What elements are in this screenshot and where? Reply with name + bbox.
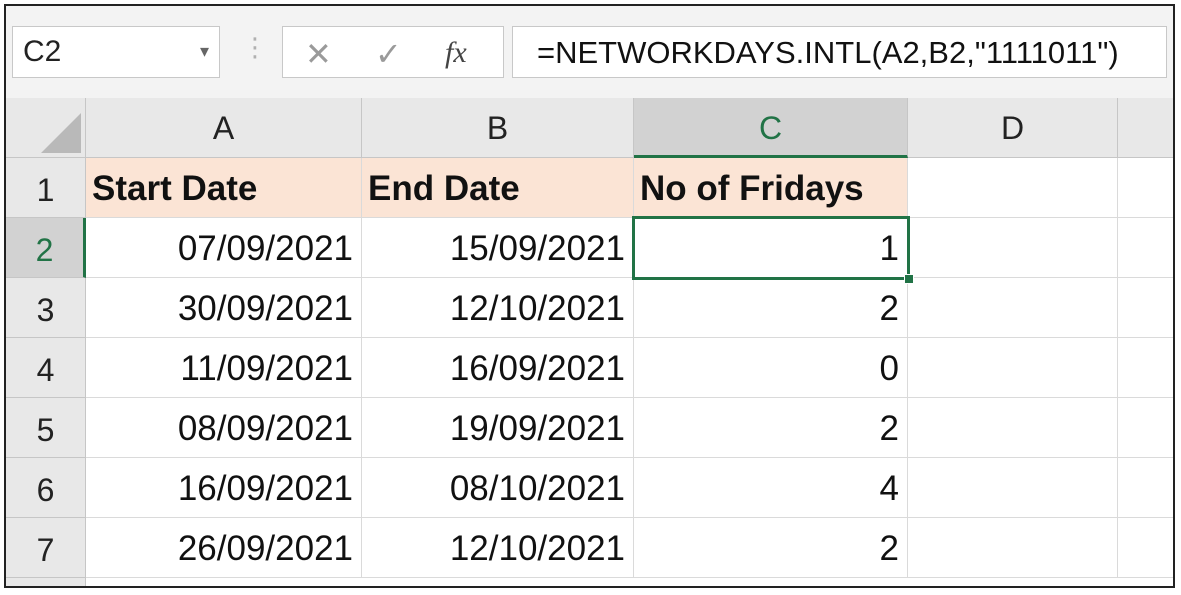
row-header-3[interactable]: 3 (6, 278, 86, 338)
cell-c7-text: 2 (879, 529, 899, 568)
insert-function-icon[interactable]: fx (445, 36, 467, 69)
cell-c1[interactable]: No of Fridays (634, 158, 908, 218)
cell-e4[interactable] (1118, 338, 1173, 398)
cell-b5-text: 19/09/2021 (449, 409, 625, 448)
cell-d5[interactable] (908, 398, 1118, 458)
cell-d7[interactable] (908, 518, 1118, 578)
cancel-icon[interactable]: ✕ (305, 36, 332, 72)
cell-d3[interactable] (908, 278, 1118, 338)
name-box-value: C2 (23, 35, 62, 68)
cell-b5[interactable]: 19/09/2021 (362, 398, 634, 458)
formula-input[interactable]: =NETWORKDAYS.INTL(A2,B2,"1111011") (512, 26, 1167, 78)
cell-b2[interactable]: 15/09/2021 (362, 218, 634, 278)
cell-b1-text: End Date (368, 169, 520, 208)
cell-a7[interactable]: 26/09/2021 (86, 518, 362, 578)
cell-a5[interactable]: 08/09/2021 (86, 398, 362, 458)
fill-handle[interactable] (904, 274, 914, 284)
cell-c3[interactable]: 2 (634, 278, 908, 338)
formula-text: =NETWORKDAYS.INTL(A2,B2,"1111011") (537, 35, 1119, 70)
cell-b6[interactable]: 08/10/2021 (362, 458, 634, 518)
cell-c4[interactable]: 0 (634, 338, 908, 398)
cell-c3-text: 2 (879, 289, 899, 328)
cell-c4-text: 0 (879, 349, 899, 388)
cell-d4[interactable] (908, 338, 1118, 398)
cell-b7[interactable]: 12/10/2021 (362, 518, 634, 578)
chevron-down-icon[interactable]: ▾ (199, 41, 209, 61)
select-all-button[interactable] (6, 98, 86, 158)
column-header-b[interactable]: B (362, 98, 634, 158)
row-header-7[interactable]: 7 (6, 518, 86, 578)
column-header-d[interactable]: D (908, 98, 1118, 158)
cell-a1-text: Start Date (92, 169, 258, 208)
excel-window: C2 ▾ ⋮ ✕ ✓ fx =NETWORKDAYS.INTL(A2,B2,"1… (4, 4, 1175, 588)
row-header-5[interactable]: 5 (6, 398, 86, 458)
cell-e5[interactable] (1118, 398, 1173, 458)
cell-b1[interactable]: End Date (362, 158, 634, 218)
cell-b4-text: 16/09/2021 (449, 349, 625, 388)
column-header-e[interactable] (1118, 98, 1173, 158)
cell-c7[interactable]: 2 (634, 518, 908, 578)
formula-bar: C2 ▾ ⋮ ✕ ✓ fx =NETWORKDAYS.INTL(A2,B2,"1… (6, 6, 1173, 99)
cell-b4[interactable]: 16/09/2021 (362, 338, 634, 398)
cell-a1[interactable]: Start Date (86, 158, 362, 218)
cell-a6[interactable]: 16/09/2021 (86, 458, 362, 518)
cell-a7-text: 26/09/2021 (177, 529, 353, 568)
cell-a5-text: 08/09/2021 (177, 409, 353, 448)
drag-handle-icon[interactable]: ⋮ (242, 32, 268, 62)
column-header-a[interactable]: A (86, 98, 362, 158)
cell-c5-text: 2 (879, 409, 899, 448)
cell-b3-text: 12/10/2021 (449, 289, 625, 328)
cell-a4-text: 11/09/2021 (180, 349, 353, 388)
name-box[interactable]: C2 ▾ (12, 26, 220, 78)
row-header-1[interactable]: 1 (6, 158, 86, 218)
cell-b2-text: 15/09/2021 (449, 229, 625, 268)
column-header-c[interactable]: C (634, 98, 908, 158)
cell-a6-text: 16/09/2021 (177, 469, 353, 508)
cell-a2-text: 07/09/2021 (177, 229, 353, 268)
cell-d2[interactable] (908, 218, 1118, 278)
cell-e2[interactable] (1118, 218, 1173, 278)
cell-e6[interactable] (1118, 458, 1173, 518)
cell-c2-text: 1 (879, 229, 899, 268)
cell-b6-text: 08/10/2021 (449, 469, 625, 508)
active-cell-border (632, 216, 910, 280)
cell-c6-text: 4 (879, 469, 899, 508)
enter-icon[interactable]: ✓ (375, 36, 402, 72)
cell-b3[interactable]: 12/10/2021 (362, 278, 634, 338)
cell-b7-text: 12/10/2021 (449, 529, 625, 568)
cell-c6[interactable]: 4 (634, 458, 908, 518)
row-header-8[interactable] (6, 578, 86, 586)
cell-e7[interactable] (1118, 518, 1173, 578)
cell-d6[interactable] (908, 458, 1118, 518)
row-header-6[interactable]: 6 (6, 458, 86, 518)
select-all-triangle-icon (41, 113, 81, 153)
row-header-4[interactable]: 4 (6, 338, 86, 398)
cell-a2[interactable]: 07/09/2021 (86, 218, 362, 278)
formula-buttons: ✕ ✓ fx (282, 26, 504, 78)
row-header-2[interactable]: 2 (6, 218, 86, 278)
cell-a4[interactable]: 11/09/2021 (86, 338, 362, 398)
cell-a3[interactable]: 30/09/2021 (86, 278, 362, 338)
cell-d1[interactable] (908, 158, 1118, 218)
cell-e1[interactable] (1118, 158, 1173, 218)
cell-e3[interactable] (1118, 278, 1173, 338)
cell-a3-text: 30/09/2021 (177, 289, 353, 328)
worksheet-grid: A B C D 1 2 3 4 5 6 7 Start Date End Dat… (6, 98, 1173, 586)
cell-c1-text: No of Fridays (640, 169, 864, 208)
cell-c5[interactable]: 2 (634, 398, 908, 458)
